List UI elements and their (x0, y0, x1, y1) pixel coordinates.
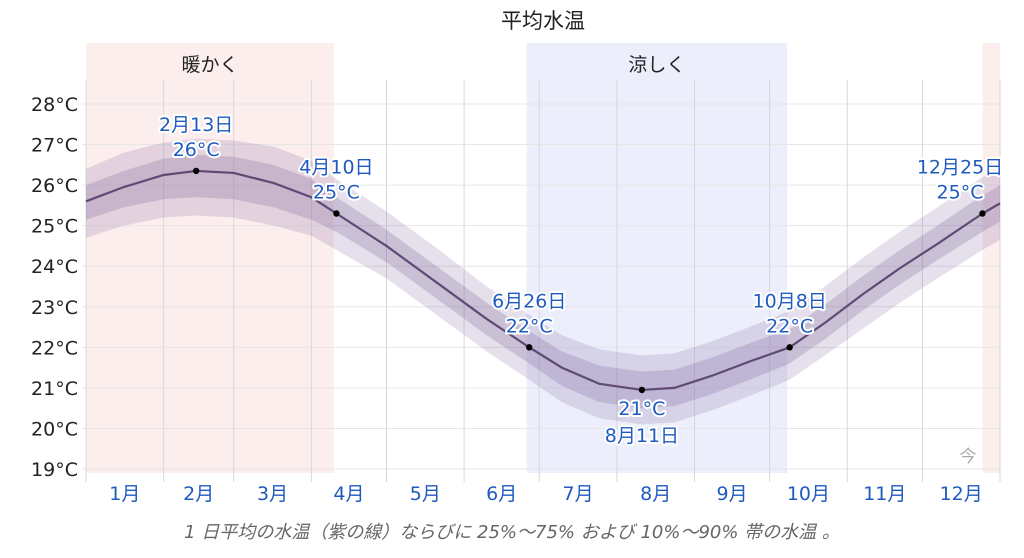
annotation-value: 25°C (937, 182, 984, 204)
x-tick-label: 5月 (410, 483, 441, 505)
x-tick-label: 2月 (183, 483, 214, 505)
x-tick-label: 1月 (109, 483, 140, 505)
annotation-value: 21°C (618, 398, 665, 420)
season-label: 暖かく (181, 54, 238, 76)
x-tick-label: 6月 (486, 483, 517, 505)
annotation-point (192, 167, 200, 175)
season-label: 涼しく (628, 54, 685, 76)
season-band (982, 43, 1000, 473)
y-tick-label: 22°C (31, 337, 78, 359)
x-axis: 1月 2月 3月 4月 5月 6月 7月 8月 9月 10月 11月 12月 (109, 483, 983, 505)
annotation-point (333, 210, 340, 217)
annotations: 2月13日 26°C 4月10日 25°C 6月26日 22°C 21°C 8月11日 10月8… (157, 112, 1005, 449)
annotation-date: 12月25日 (917, 157, 1003, 179)
annotation-value: 22°C (506, 315, 553, 337)
y-axis: 28°C 27°C 26°C 25°C 24°C 23°C 22°C 21°C 20°C 19°C (31, 94, 78, 481)
y-tick-label: 27°C (31, 135, 78, 157)
y-tick-label: 25°C (31, 216, 78, 238)
x-tick-label: 4月 (333, 483, 364, 505)
y-tick-label: 19°C (31, 459, 78, 481)
y-tick-label: 26°C (31, 175, 78, 197)
annotation-date: 2月13日 (159, 114, 233, 136)
chart-caption: 1 日平均の水温（紫の線）ならびに 25%～75% および 10%～90% 帯の… (184, 522, 840, 543)
x-tick-label: 7月 (563, 483, 594, 505)
today-marker: 今 (960, 447, 977, 467)
water-temperature-chart: 平均水温 暖かく 涼しく 28°C 27°C 26°C 25°C 24°C 23°C 22°C… (31, 9, 1005, 505)
annotation-value: 25°C (313, 182, 360, 204)
y-tick-label: 21°C (31, 378, 78, 400)
annotation-value: 22°C (766, 315, 813, 337)
annotation-value: 26°C (173, 139, 220, 161)
y-tick-label: 23°C (31, 297, 78, 319)
mean-temperature-line (85, 169, 1001, 392)
y-tick-label: 20°C (31, 418, 78, 440)
season-bands: 暖かく 涼しく (86, 43, 1000, 473)
x-tick-label: 10月 (787, 483, 830, 505)
annotation-date: 10月8日 (753, 290, 827, 312)
season-band (86, 43, 334, 473)
x-tick-label: 3月 (257, 483, 288, 505)
annotation-point (526, 344, 533, 351)
x-tick-label: 9月 (717, 483, 748, 505)
annotation-point (638, 386, 646, 394)
grid-lines (82, 80, 1001, 482)
y-tick-label: 24°C (31, 256, 78, 278)
x-tick-label: 12月 (940, 483, 983, 505)
annotation-date: 6月26日 (492, 290, 566, 312)
x-tick-label: 11月 (863, 483, 906, 505)
annotation-point (786, 344, 793, 351)
x-tick-label: 8月 (640, 483, 671, 505)
chart-title: 平均水温 (501, 9, 585, 33)
y-tick-label: 28°C (31, 94, 78, 116)
annotation-date: 4月10日 (299, 157, 373, 179)
annotation-date: 8月11日 (605, 425, 679, 447)
annotation-point (979, 210, 986, 217)
season-band (526, 43, 788, 473)
